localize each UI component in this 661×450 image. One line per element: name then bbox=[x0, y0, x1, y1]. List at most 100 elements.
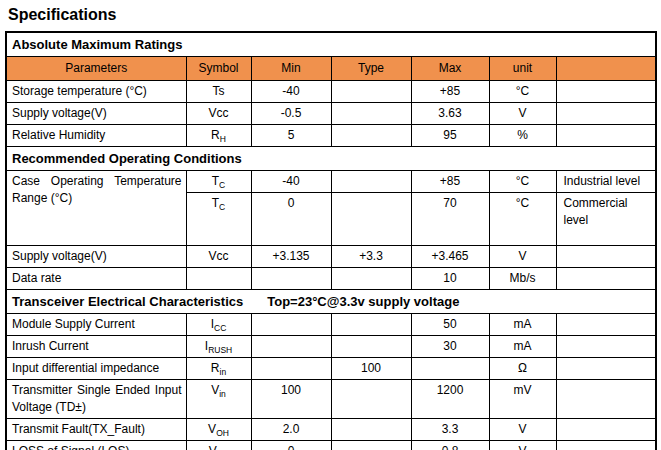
symbol-subscript: CC bbox=[214, 323, 226, 333]
cell-type bbox=[331, 103, 411, 125]
cell-unit: V bbox=[489, 246, 556, 268]
cell-note bbox=[556, 314, 656, 336]
cell-max: 10 bbox=[411, 268, 489, 290]
cell-max: +85 bbox=[411, 171, 489, 193]
table-row-inrush-current: Inrush Current IRUSH 30 mA bbox=[6, 336, 656, 358]
col-header-min: Min bbox=[251, 57, 331, 81]
cell-parameter: Relative Humidity bbox=[6, 125, 186, 147]
section-row-transceiver-electrical-characteristics: Transceiver Electrical CharacteristicsTo… bbox=[6, 290, 656, 314]
cell-unit: °C bbox=[489, 81, 556, 103]
cell-max: 50 bbox=[411, 314, 489, 336]
cell-note bbox=[556, 268, 656, 290]
cell-note: Commercial level bbox=[556, 193, 656, 246]
col-header-type: Type bbox=[331, 57, 411, 81]
cell-unit: V bbox=[489, 419, 556, 441]
cell-unit: °C bbox=[489, 193, 556, 246]
cell-symbol: Vin bbox=[186, 380, 251, 419]
page-title: Specifications bbox=[8, 6, 661, 24]
cell-symbol: Ts bbox=[186, 81, 251, 103]
section-row-recommended-operating-conditions: Recommended Operating Conditions bbox=[6, 147, 656, 171]
cell-min: 2.0 bbox=[251, 419, 331, 441]
cell-note bbox=[556, 125, 656, 147]
table-row-loss-of-signal: LOSS of Signal (LOS) VOL 0 0.8 V bbox=[6, 441, 656, 450]
cell-unit: mA bbox=[489, 336, 556, 358]
cell-symbol: ICC bbox=[186, 314, 251, 336]
cell-unit: °C bbox=[489, 171, 556, 193]
cell-parameter: Data rate bbox=[6, 268, 186, 290]
col-header-symbol: Symbol bbox=[186, 57, 251, 81]
cell-type bbox=[331, 314, 411, 336]
cell-unit: V bbox=[489, 103, 556, 125]
cell-note bbox=[556, 81, 656, 103]
cell-symbol: Rin bbox=[186, 358, 251, 380]
table-row-supply-voltage-rec: Supply voltage(V) Vcc +3.135 +3.3 +3.465… bbox=[6, 246, 656, 268]
cell-parameter: Supply voltage(V) bbox=[6, 103, 186, 125]
symbol-base: Vcc bbox=[208, 106, 228, 120]
cell-type bbox=[331, 380, 411, 419]
cell-min bbox=[251, 268, 331, 290]
symbol-base: T bbox=[212, 174, 219, 188]
cell-note bbox=[556, 336, 656, 358]
cell-note bbox=[556, 358, 656, 380]
cell-max: 70 bbox=[411, 193, 489, 246]
cell-parameter: Supply voltage(V) bbox=[6, 246, 186, 268]
cell-unit: mA bbox=[489, 314, 556, 336]
cell-symbol: TC bbox=[186, 171, 251, 193]
cell-parameter: Transmitter Single Ended Input Voltage (… bbox=[6, 380, 186, 419]
cell-type: 100 bbox=[331, 358, 411, 380]
symbol-base: V bbox=[211, 383, 219, 397]
cell-unit: V bbox=[489, 441, 556, 450]
col-header-max: Max bbox=[411, 57, 489, 81]
symbol-base: Vcc bbox=[208, 249, 228, 263]
col-header-unit: unit bbox=[489, 57, 556, 81]
cell-min: 0 bbox=[251, 441, 331, 450]
cell-min: -40 bbox=[251, 81, 331, 103]
cell-type bbox=[331, 81, 411, 103]
table-row-storage-temperature: Storage temperature (°C) Ts -40 +85 °C bbox=[6, 81, 656, 103]
cell-max: 3.63 bbox=[411, 103, 489, 125]
cell-note bbox=[556, 419, 656, 441]
cell-parameter: Transmit Fault(TX_Fault) bbox=[6, 419, 186, 441]
cell-min: 100 bbox=[251, 380, 331, 419]
cell-symbol: VOL bbox=[186, 441, 251, 450]
cell-max: 1200 bbox=[411, 380, 489, 419]
cell-symbol: Vcc bbox=[186, 246, 251, 268]
cell-parameter: Module Supply Current bbox=[6, 314, 186, 336]
cell-note bbox=[556, 246, 656, 268]
section-title-cell: Transceiver Electrical CharacteristicsTo… bbox=[6, 290, 656, 314]
cell-unit: Ω bbox=[489, 358, 556, 380]
symbol-base: R bbox=[211, 361, 220, 375]
table-row-transmit-fault: Transmit Fault(TX_Fault) VOH 2.0 3.3 V bbox=[6, 419, 656, 441]
table-row-data-rate: Data rate 10 Mb/s bbox=[6, 268, 656, 290]
section-row-absolute-maximum-ratings: Absolute Maximum Ratings bbox=[6, 32, 656, 57]
cell-symbol: RH bbox=[186, 125, 251, 147]
symbol-subscript: H bbox=[220, 134, 226, 144]
cell-max bbox=[411, 358, 489, 380]
symbol-subscript: OH bbox=[216, 428, 229, 438]
symbol-base: R bbox=[211, 128, 220, 142]
cell-type bbox=[331, 125, 411, 147]
col-header-extra bbox=[556, 57, 656, 81]
cell-unit: Mb/s bbox=[489, 268, 556, 290]
table-row-relative-humidity: Relative Humidity RH 5 95 % bbox=[6, 125, 656, 147]
symbol-subscript: in bbox=[219, 389, 226, 399]
section-title: Recommended Operating Conditions bbox=[6, 147, 656, 171]
cell-max: +85 bbox=[411, 81, 489, 103]
cell-unit: % bbox=[489, 125, 556, 147]
cell-min: 0 bbox=[251, 193, 331, 246]
specifications-table: Absolute Maximum Ratings Parameters Symb… bbox=[5, 31, 657, 450]
cell-type bbox=[331, 193, 411, 246]
cell-min bbox=[251, 358, 331, 380]
cell-note bbox=[556, 441, 656, 450]
cell-type bbox=[331, 441, 411, 450]
cell-parameter: Inrush Current bbox=[6, 336, 186, 358]
cell-note bbox=[556, 380, 656, 419]
cell-min bbox=[251, 336, 331, 358]
symbol-base: V bbox=[209, 444, 217, 450]
section-title: Absolute Maximum Ratings bbox=[6, 32, 656, 57]
cell-symbol bbox=[186, 268, 251, 290]
cell-parameter: LOSS of Signal (LOS) bbox=[6, 441, 186, 450]
cell-min: -0.5 bbox=[251, 103, 331, 125]
cell-max: 95 bbox=[411, 125, 489, 147]
cell-symbol: IRUSH bbox=[186, 336, 251, 358]
